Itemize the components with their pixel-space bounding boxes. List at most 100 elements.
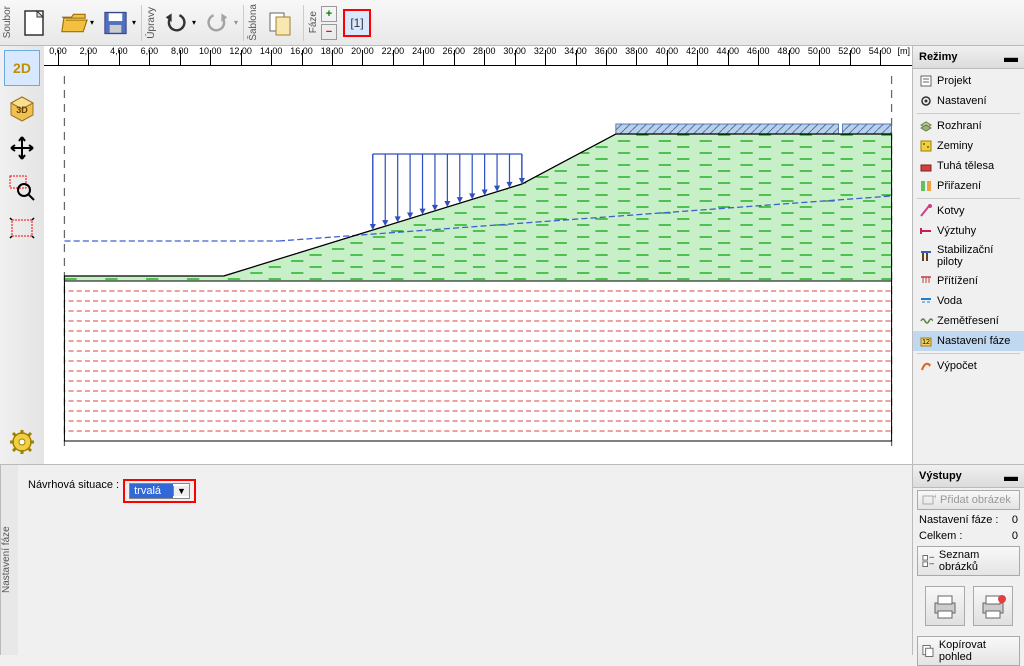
undo-button[interactable]: ▾: [159, 4, 197, 42]
modes-panel: Režimy ▬ Projekt Nastavení Rozhraní Zeminy T…: [912, 46, 1024, 464]
mode-item-proj[interactable]: Projekt: [913, 71, 1024, 91]
mode-item-assign[interactable]: Přiřazení: [913, 176, 1024, 196]
outputs-title: Výstupy: [919, 470, 962, 482]
pile-icon: [919, 249, 933, 263]
top-toolbar: Soubor ▾ ▾ Úpravy ▾ ▾ Šablona Fáze + − […: [0, 0, 1024, 46]
mode-item-quake[interactable]: Zemětřesení: [913, 311, 1024, 331]
mode-label: Přítížení: [937, 275, 978, 287]
gear-icon: [919, 94, 933, 108]
design-situation-label: Návrhová situace :: [28, 479, 119, 491]
quake-icon: [919, 314, 933, 328]
mode-item-soil[interactable]: Zeminy: [913, 136, 1024, 156]
load-icon: [919, 274, 933, 288]
ruler: [m] 0,002,004,006,008,0010,0012,0014,001…: [44, 46, 912, 66]
phase-count-label: Nastavení fáze :: [919, 514, 999, 526]
minimize-icon[interactable]: ▬: [1004, 468, 1018, 484]
mode-label: Nastavení: [937, 95, 987, 107]
mode-item-reinf[interactable]: Výztuhy: [913, 221, 1024, 241]
mode-item-anchor[interactable]: Kotvy: [913, 201, 1024, 221]
ruler-unit: [m]: [898, 46, 911, 56]
mode-item-gear[interactable]: Nastavení: [913, 91, 1024, 111]
mode-item-pile[interactable]: Stabilizační piloty: [913, 241, 1024, 271]
anchor-icon: [919, 204, 933, 218]
edit-group-label: Úpravy: [146, 5, 157, 41]
mode-label: Výztuhy: [937, 225, 976, 237]
mode-item-layers[interactable]: Rozhraní: [913, 116, 1024, 136]
mode-label: Zeminy: [937, 140, 973, 152]
mode-item-water[interactable]: Voda: [913, 291, 1024, 311]
view-3d-button[interactable]: 3D: [4, 90, 40, 126]
modes-title: Režimy: [919, 51, 958, 63]
left-toolbar: 2D 3D: [0, 46, 44, 464]
total-count-value: 0: [1012, 530, 1018, 542]
svg-text:+: +: [933, 493, 936, 501]
phase-indicator[interactable]: [1]: [343, 9, 371, 37]
rigid-icon: [919, 159, 933, 173]
move-button[interactable]: [4, 130, 40, 166]
redo-button[interactable]: ▾: [201, 4, 239, 42]
remove-phase-button[interactable]: −: [321, 24, 337, 40]
soil-icon: [919, 139, 933, 153]
svg-text:3D: 3D: [16, 105, 28, 115]
print-button-2[interactable]: [973, 586, 1013, 626]
water-icon: [919, 294, 933, 308]
copy-view-button[interactable]: Kopírovat pohled: [917, 636, 1020, 666]
phase-count-value: 0: [1012, 514, 1018, 526]
mode-item-load[interactable]: Přítížení: [913, 271, 1024, 291]
design-situation-value: trvalá: [130, 484, 173, 498]
view-2d-label: 2D: [13, 60, 31, 76]
zoom-extents-button[interactable]: [4, 210, 40, 246]
drawing-canvas[interactable]: [m] 0,002,004,006,008,0010,0012,0014,001…: [44, 46, 912, 464]
open-file-button[interactable]: ▾: [57, 4, 95, 42]
design-situation-select[interactable]: trvalá ▼: [129, 483, 190, 499]
phase-count-row: Nastavení fáze : 0: [913, 512, 1024, 528]
mode-label: Voda: [937, 295, 962, 307]
mode-item-calc[interactable]: Výpočet: [913, 356, 1024, 376]
template-group-label: Šablona: [248, 2, 259, 43]
minimize-icon[interactable]: ▬: [1004, 49, 1018, 65]
print-button-1[interactable]: [925, 586, 965, 626]
phase-group-label: Fáze: [308, 9, 319, 35]
mode-label: Zemětřesení: [937, 315, 999, 327]
mode-item-rigid[interactable]: Tuhá tělesa: [913, 156, 1024, 176]
mode-label: Přiřazení: [937, 180, 981, 192]
mode-label: Rozhraní: [937, 120, 982, 132]
add-phase-button[interactable]: +: [321, 6, 337, 22]
mode-label: Nastavení fáze: [937, 335, 1010, 347]
reinf-icon: [919, 224, 933, 238]
chevron-down-icon: ▼: [173, 486, 189, 496]
save-file-button[interactable]: ▾: [99, 4, 137, 42]
svg-text:12: 12: [922, 339, 930, 346]
mode-label: Výpočet: [937, 360, 977, 372]
calc-icon: [919, 359, 933, 373]
total-count-row: Celkem : 0: [913, 528, 1024, 544]
total-count-label: Celkem :: [919, 530, 962, 542]
add-image-button[interactable]: + Přidat obrázek: [917, 490, 1020, 510]
mode-label: Projekt: [937, 75, 971, 87]
proj-icon: [919, 74, 933, 88]
outputs-header: Výstupy ▬: [913, 465, 1024, 488]
settings-button[interactable]: [4, 424, 40, 460]
new-file-button[interactable]: [15, 4, 53, 42]
image-list-button[interactable]: Seznam obrázků: [917, 546, 1020, 576]
image-list-label: Seznam obrázků: [939, 549, 1015, 573]
modes-header: Režimy ▬: [913, 46, 1024, 69]
phase-icon: 12: [919, 334, 933, 348]
phase-number-label: [1]: [350, 16, 363, 30]
file-group-label: Soubor: [2, 4, 13, 40]
template-button[interactable]: [261, 4, 299, 42]
view-2d-button[interactable]: 2D: [4, 50, 40, 86]
bottom-tab-label: Nastavení fáze: [0, 465, 18, 655]
bottom-area: Nastavení fáze Návrhová situace : trvalá…: [0, 464, 1024, 655]
mode-label: Tuhá tělesa: [937, 160, 994, 172]
mode-label: Kotvy: [937, 205, 965, 217]
design-situation-highlight: trvalá ▼: [123, 479, 196, 503]
zoom-window-button[interactable]: [4, 170, 40, 206]
assign-icon: [919, 179, 933, 193]
mode-label: Stabilizační piloty: [937, 244, 1018, 268]
mode-item-phase[interactable]: 12 Nastavení fáze: [913, 331, 1024, 351]
form-area: Návrhová situace : trvalá ▼: [18, 465, 912, 655]
outputs-panel: Výstupy ▬ + Přidat obrázek Nastavení fáz…: [912, 465, 1024, 655]
layers-icon: [919, 119, 933, 133]
main-area: 2D 3D [m] 0,002,004,006,008,0010,0012,00…: [0, 46, 1024, 464]
